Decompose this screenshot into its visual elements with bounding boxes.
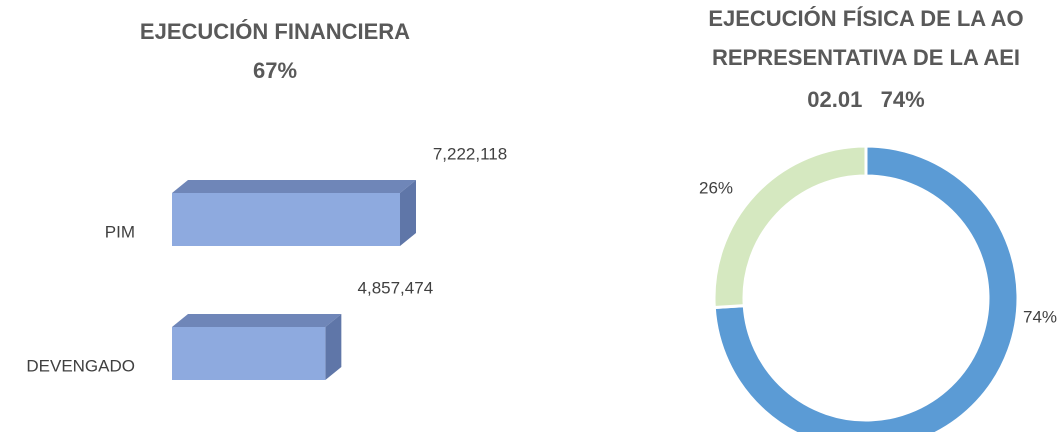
bar-side <box>325 314 342 380</box>
donut-segment <box>712 144 1020 432</box>
chart-title: EJECUCIÓN FÍSICA DE LA AO <box>708 6 1023 31</box>
bar-top <box>172 180 416 193</box>
chart-title: EJECUCIÓN FINANCIERA <box>140 19 410 44</box>
bar <box>172 193 400 246</box>
bar-top <box>172 314 342 327</box>
value-label: 4,857,474 <box>358 278 434 297</box>
chart-title: REPRESENTATIVA DE LA AEI <box>712 45 1020 70</box>
data-label: 26% <box>699 178 733 197</box>
data-label: 74% <box>1023 307 1057 326</box>
bar-side <box>400 180 416 246</box>
chart-title: 02.01 74% <box>807 87 924 112</box>
chart-subtitle: 67% <box>253 58 297 83</box>
category-label: DEVENGADO <box>26 356 135 375</box>
value-label: 7,222,118 <box>433 144 507 163</box>
category-label: PIM <box>105 222 135 241</box>
donut-segment <box>712 144 868 310</box>
bar <box>172 327 326 380</box>
